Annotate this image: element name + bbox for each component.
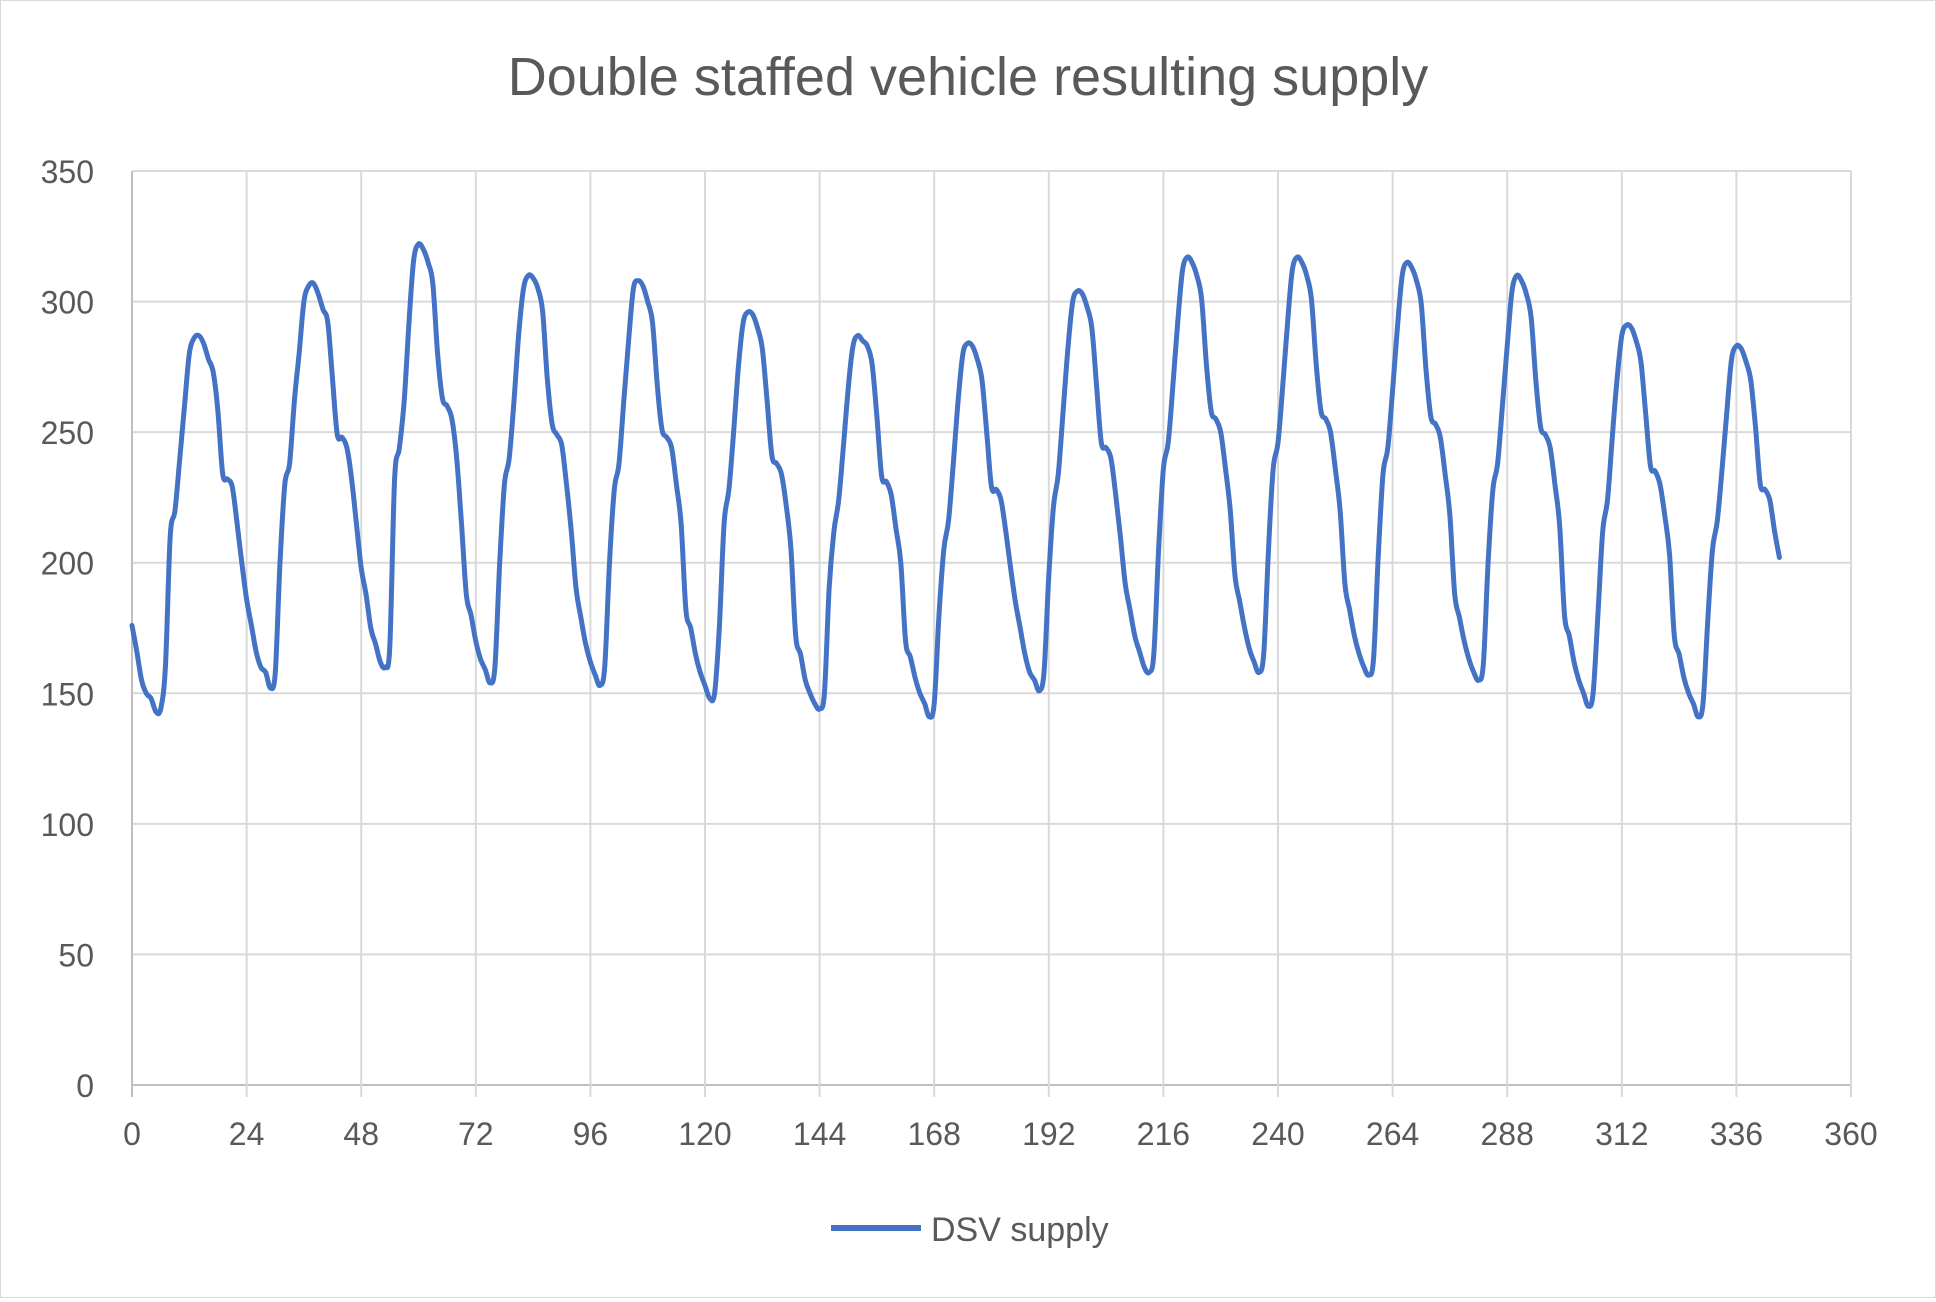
y-tick-label-200: 200 — [41, 546, 94, 582]
legend: DSV supply — [831, 1211, 1109, 1249]
x-tick-label-120: 120 — [678, 1116, 731, 1152]
x-tick-label-24: 24 — [229, 1116, 265, 1152]
x-tick-label-360: 360 — [1824, 1116, 1877, 1152]
y-tick-label-100: 100 — [41, 807, 94, 843]
x-tick-label-264: 264 — [1366, 1116, 1419, 1152]
y-tick-label-350: 350 — [41, 154, 94, 190]
x-tick-label-72: 72 — [458, 1116, 494, 1152]
x-tick-label-192: 192 — [1022, 1116, 1075, 1152]
y-tick-label-250: 250 — [41, 415, 94, 451]
x-tick-label-288: 288 — [1481, 1116, 1534, 1152]
x-tick-label-336: 336 — [1710, 1116, 1763, 1152]
y-tick-label-50: 50 — [58, 937, 94, 973]
x-tick-label-144: 144 — [793, 1116, 846, 1152]
x-tick-label-96: 96 — [573, 1116, 609, 1152]
x-tick-label-48: 48 — [343, 1116, 379, 1152]
x-tick-label-216: 216 — [1137, 1116, 1190, 1152]
chart-title: Double staffed vehicle resulting supply — [508, 47, 1429, 107]
x-tick-label-240: 240 — [1251, 1116, 1304, 1152]
axis-layer: 0 50 100 150 200 250 300 350 0 24 48 72 96 120 144 168 1… — [41, 154, 1878, 1152]
y-tick-label-150: 150 — [41, 676, 94, 712]
x-tick-label-0: 0 — [123, 1116, 141, 1152]
x-tick-label-168: 168 — [908, 1116, 961, 1152]
series-line-dsv-supply — [129, 241, 1782, 720]
y-tick-label-300: 300 — [41, 285, 94, 321]
series-layer — [129, 241, 1782, 720]
x-tick-label-312: 312 — [1595, 1116, 1648, 1152]
legend-label-dsv-supply: DSV supply — [931, 1211, 1109, 1249]
grid-layer — [131, 170, 1852, 1097]
y-tick-label-0: 0 — [76, 1068, 94, 1104]
